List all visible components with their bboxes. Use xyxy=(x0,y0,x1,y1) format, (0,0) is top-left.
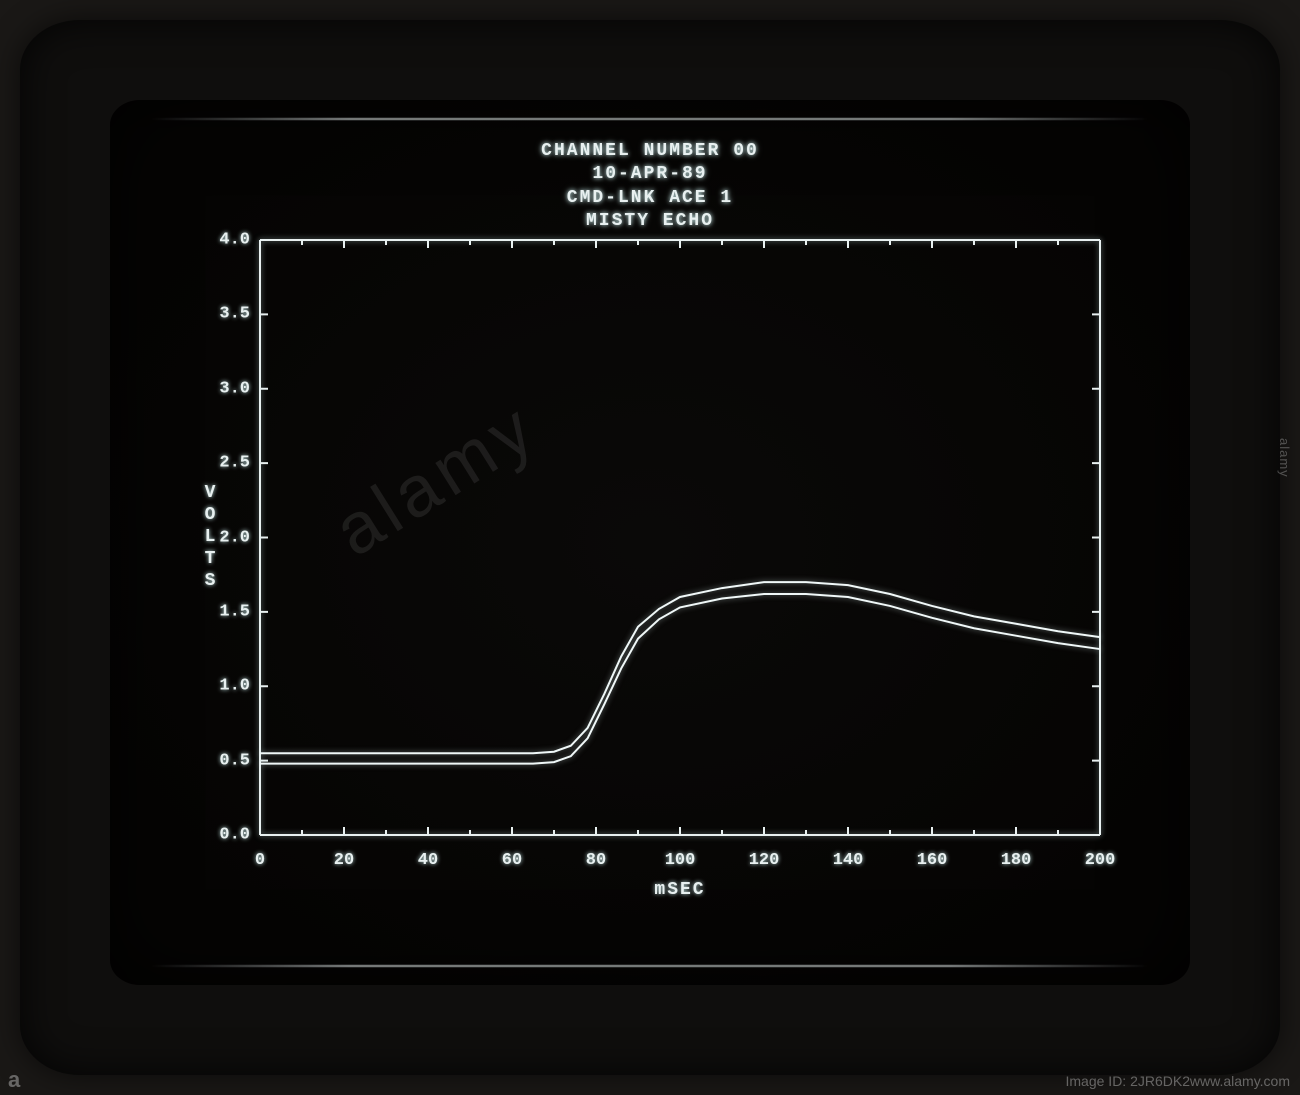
title-line-2: 10-APR-89 xyxy=(170,163,1130,186)
watermark-a: a xyxy=(8,1067,20,1093)
monitor-bezel: CHANNEL NUMBER 00 10-APR-89 CMD-LNK ACE … xyxy=(20,20,1280,1075)
watermark-url: www.alamy.com xyxy=(1190,1073,1290,1089)
crt-screen: CHANNEL NUMBER 00 10-APR-89 CMD-LNK ACE … xyxy=(110,100,1190,985)
y-tick-label: 3.5 xyxy=(205,305,250,324)
x-tick-label: 140 xyxy=(833,851,864,870)
title-line-3: CMD-LNK ACE 1 xyxy=(170,187,1130,210)
plot-svg xyxy=(260,240,1100,835)
y-tick-label: 2.5 xyxy=(205,454,250,473)
watermark-id: Image ID: 2JR6DK2 xyxy=(1066,1073,1191,1089)
x-tick-label: 120 xyxy=(749,851,780,870)
x-tick-label: 160 xyxy=(917,851,948,870)
x-tick-label: 60 xyxy=(502,851,522,870)
title-line-4: MISTY ECHO xyxy=(170,210,1130,233)
title-line-1: CHANNEL NUMBER 00 xyxy=(170,140,1130,163)
x-tick-label: 200 xyxy=(1085,851,1116,870)
plot-area: VOLTS mSEC 0.00.51.01.52.02.53.03.54.002… xyxy=(260,240,1100,835)
y-tick-label: 4.0 xyxy=(205,231,250,250)
chart-container: CHANNEL NUMBER 00 10-APR-89 CMD-LNK ACE … xyxy=(170,140,1130,925)
x-tick-label: 20 xyxy=(334,851,354,870)
screen-bottom-edge xyxy=(150,965,1150,967)
x-axis-label: mSEC xyxy=(654,880,705,900)
y-tick-label: 1.5 xyxy=(205,602,250,621)
x-tick-label: 180 xyxy=(1001,851,1032,870)
watermark-side: alamy xyxy=(1277,438,1292,478)
x-tick-label: 0 xyxy=(255,851,265,870)
y-tick-label: 2.0 xyxy=(205,528,250,547)
chart-title-block: CHANNEL NUMBER 00 10-APR-89 CMD-LNK ACE … xyxy=(170,140,1130,234)
y-tick-label: 0.0 xyxy=(205,826,250,845)
y-tick-label: 1.0 xyxy=(205,677,250,696)
y-tick-label: 3.0 xyxy=(205,379,250,398)
x-tick-label: 100 xyxy=(665,851,696,870)
x-tick-label: 80 xyxy=(586,851,606,870)
screen-top-edge xyxy=(150,118,1150,120)
x-tick-label: 40 xyxy=(418,851,438,870)
y-tick-label: 0.5 xyxy=(205,751,250,770)
trace-lower xyxy=(260,594,1100,764)
